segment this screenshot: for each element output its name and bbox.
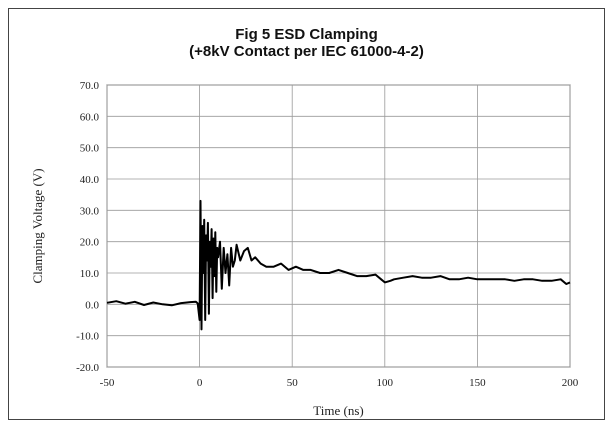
grid-lines bbox=[106, 84, 571, 368]
plot-area bbox=[106, 84, 571, 368]
y-tick-label: 10.0 bbox=[80, 268, 100, 280]
y-tick-label: 20.0 bbox=[80, 237, 100, 249]
chart-subtitle: (+8kV Contact per IEC 61000-4-2) bbox=[189, 43, 424, 60]
y-tick-label: 30.0 bbox=[80, 205, 100, 217]
y-tick-label: -20.0 bbox=[76, 362, 99, 374]
x-tick-label: -50 bbox=[100, 377, 115, 389]
x-tick-label: 0 bbox=[197, 377, 203, 389]
series-layer bbox=[106, 199, 571, 331]
tick-labels: -20.0 -10.0 0.0 10.0 20.0 30.0 40.0 50.0 60.0 70.… bbox=[76, 80, 579, 389]
y-tick-label: 70.0 bbox=[80, 80, 100, 92]
y-tick-label: 50.0 bbox=[80, 143, 100, 155]
y-axis-label: Clamping Voltage (V) bbox=[30, 168, 45, 283]
x-tick-label: 100 bbox=[377, 377, 394, 389]
y-tick-label: 40.0 bbox=[80, 174, 100, 186]
x-tick-label: 200 bbox=[562, 377, 579, 389]
y-tick-label: 60.0 bbox=[80, 111, 100, 123]
chart-title: Fig 5 ESD Clamping bbox=[235, 26, 378, 43]
x-axis-label: Time (ns) bbox=[313, 403, 363, 418]
x-tick-label: 150 bbox=[469, 377, 486, 389]
clamping-voltage-line bbox=[106, 199, 571, 331]
y-tick-label: -10.0 bbox=[76, 331, 99, 343]
y-tick-label: 0.0 bbox=[85, 299, 99, 311]
x-tick-label: 50 bbox=[287, 377, 299, 389]
